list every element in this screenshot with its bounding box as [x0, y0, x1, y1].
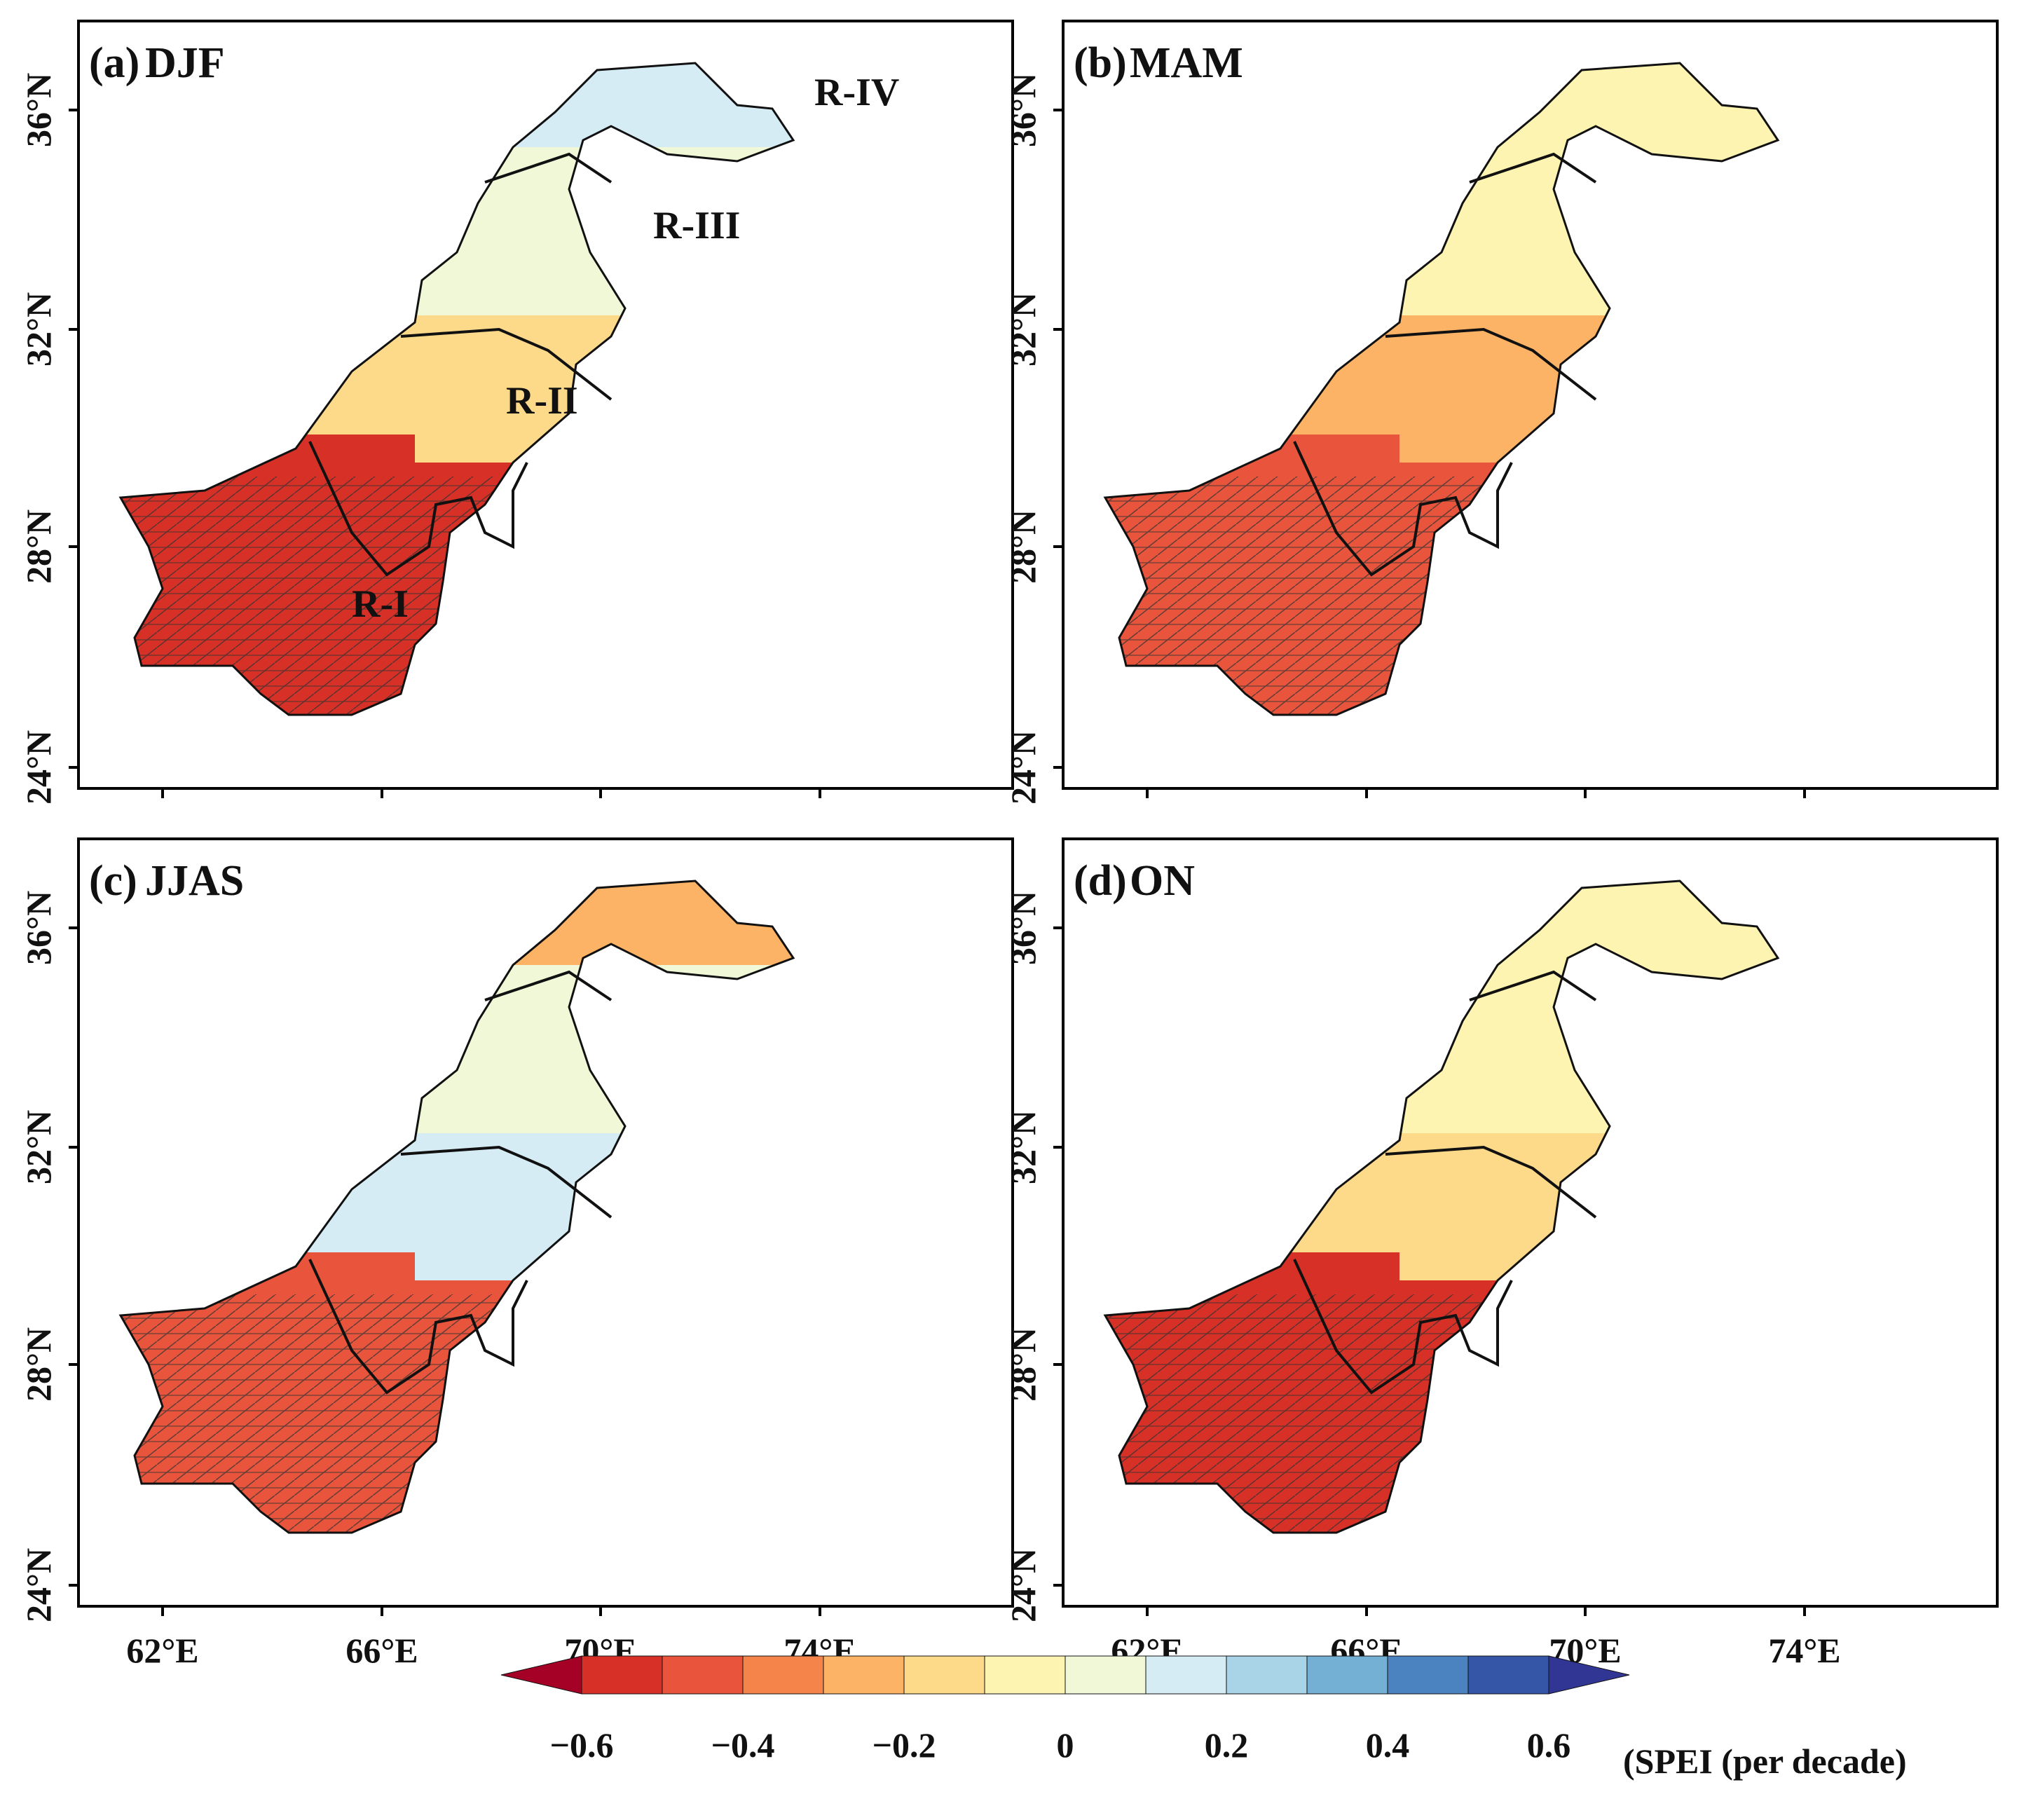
- colorbar-swatch: [1467, 1655, 1549, 1695]
- lat-tick-label: 36°N: [1004, 891, 1043, 965]
- region-boundary-2: [1385, 1145, 1597, 1219]
- colorbar-swatches: [500, 1655, 1630, 1695]
- region-label: R-II: [506, 379, 578, 423]
- colorbar-swatch: [1226, 1655, 1308, 1695]
- lat-tick-label: 36°N: [1004, 73, 1043, 147]
- colorbar-tick-label: 0.2: [1205, 1725, 1249, 1765]
- lat-tick-label: 24°N: [19, 730, 58, 805]
- lat-tick-label: 32°N: [19, 1110, 58, 1184]
- colorbar-tick-label: 0.4: [1366, 1725, 1410, 1765]
- region-boundary-1: [308, 1259, 528, 1395]
- lat-tick-label: 28°N: [19, 1327, 58, 1402]
- region-boundary-3: [1469, 152, 1597, 184]
- region-boundary-2: [400, 327, 612, 401]
- colorbar: −0.6 −0.4 −0.2 0 0.2 0.4 0.6 (SPEI (per decade…: [500, 1655, 1907, 1781]
- panel-season: DJF: [145, 39, 225, 87]
- colorbar-swatch: [1065, 1655, 1147, 1695]
- region-boundary-2: [400, 1145, 612, 1219]
- region-boundary-2: [1385, 327, 1597, 401]
- region-boundary-3: [484, 970, 612, 1001]
- colorbar-tick-label: 0.6: [1527, 1725, 1571, 1765]
- lon-tick-label: 62°E: [126, 1631, 198, 1670]
- colorbar-tick-label: −0.6: [550, 1725, 614, 1765]
- lat-tick-label: 36°N: [19, 891, 58, 965]
- lat-tick-label: 28°N: [1004, 1327, 1043, 1402]
- colorbar-tick-label: −0.4: [711, 1725, 775, 1765]
- map-panel-a: (a) DJF R-I R-II R-III R-IV 24°N 28°N 32°N 36°N: [19, 20, 1014, 805]
- colorbar-swatch: [500, 1655, 582, 1695]
- panel-season: MAM: [1130, 39, 1243, 87]
- region-label: R-IV: [814, 71, 899, 114]
- lat-tick-label: 24°N: [1004, 730, 1043, 805]
- panel-season: JJAS: [145, 857, 244, 905]
- lon-tick-label: 74°E: [1768, 1631, 1840, 1670]
- country-outline: [118, 880, 795, 1534]
- lat-tick-label: 36°N: [19, 73, 58, 147]
- panel-label: (a): [89, 39, 139, 87]
- panel-season: ON: [1130, 857, 1195, 905]
- colorbar-swatch: [823, 1655, 905, 1695]
- colorbar-swatch: [581, 1655, 663, 1695]
- lat-tick-label: 32°N: [1004, 292, 1043, 367]
- colorbar-swatch: [984, 1655, 1066, 1695]
- lat-tick-label: 24°N: [1004, 1548, 1043, 1622]
- colorbar-swatch: [903, 1655, 985, 1695]
- region-label: R-I: [352, 582, 409, 626]
- colorbar-ticks: −0.6 −0.4 −0.2 0 0.2 0.4 0.6: [550, 1725, 1571, 1765]
- region-boundary-3: [1469, 970, 1597, 1001]
- lat-tick-label: 24°N: [19, 1548, 58, 1622]
- region-label: R-III: [653, 204, 740, 247]
- colorbar-tick-label: 0: [1057, 1725, 1074, 1765]
- region-boundary-3: [484, 152, 612, 184]
- colorbar-swatch: [1387, 1655, 1469, 1695]
- colorbar-swatch: [1548, 1655, 1630, 1695]
- colorbar-swatch: [1145, 1655, 1227, 1695]
- country-outline: [1103, 880, 1780, 1534]
- lat-tick-label: 28°N: [1004, 509, 1043, 584]
- panel-label: (c): [89, 857, 137, 905]
- lat-tick-label: 32°N: [19, 292, 58, 367]
- country-outline: [118, 62, 795, 716]
- country-outline: [1103, 62, 1780, 716]
- region-boundary-1: [308, 441, 528, 577]
- lat-tick-label: 28°N: [19, 509, 58, 584]
- map-panel-b: (b) MAM 24°N 28°N 32°N 36°N: [1004, 20, 1999, 805]
- colorbar-tick-label: −0.2: [872, 1725, 936, 1765]
- colorbar-swatch: [742, 1655, 824, 1695]
- colorbar-unit-label: (SPEI (per decade): [1623, 1742, 1907, 1781]
- lon-tick-label: 66°E: [345, 1631, 418, 1670]
- panel-label: (d): [1074, 857, 1127, 905]
- region-boundary-1: [1293, 1259, 1513, 1395]
- region-boundary-1: [1293, 441, 1513, 577]
- colorbar-swatch: [1306, 1655, 1388, 1695]
- lat-tick-label: 32°N: [1004, 1110, 1043, 1184]
- panel-label: (b): [1074, 39, 1127, 87]
- colorbar-swatch: [662, 1655, 744, 1695]
